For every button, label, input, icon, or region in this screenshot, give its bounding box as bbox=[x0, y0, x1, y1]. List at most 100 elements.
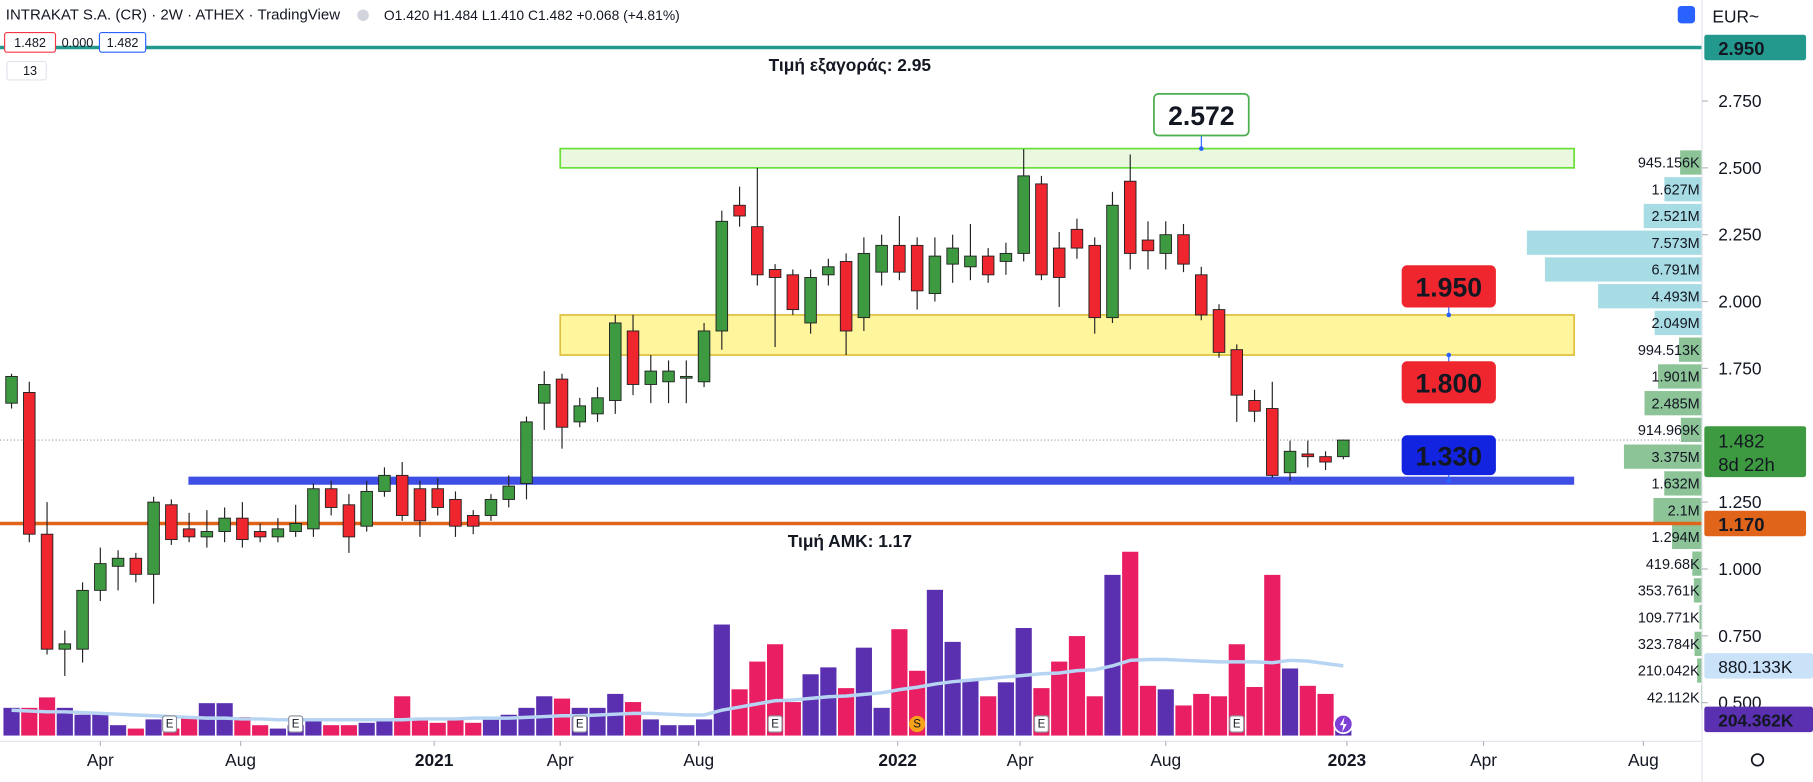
y-tick-label: 2.000 bbox=[1718, 292, 1761, 312]
volume-bar bbox=[411, 719, 429, 736]
y-tick-label: 1.750 bbox=[1718, 358, 1761, 378]
profile-bar bbox=[1598, 284, 1702, 309]
ohlc-values: O1.420 H1.484 L1.410 C1.482 +0.068 (+4.8… bbox=[384, 7, 680, 23]
candle-body bbox=[857, 252, 871, 319]
candle-body bbox=[680, 375, 693, 379]
candle-body bbox=[1035, 183, 1048, 276]
volume-bar bbox=[749, 661, 766, 736]
event-label: E bbox=[1233, 719, 1241, 731]
x-tick-label: 2023 bbox=[1328, 750, 1367, 770]
y-tick-label: 2.250 bbox=[1718, 225, 1761, 245]
event-marker[interactable] bbox=[162, 715, 178, 733]
currency[interactable]: EUR~ bbox=[1712, 6, 1759, 26]
candle-body bbox=[910, 244, 924, 292]
candle-body bbox=[289, 523, 302, 532]
x-tick-label: Apr bbox=[87, 750, 114, 770]
price-line-label-box bbox=[1704, 34, 1807, 61]
event-marker[interactable] bbox=[909, 715, 926, 733]
countdown-label: 8d 22h bbox=[1718, 454, 1775, 475]
volume-bar bbox=[944, 641, 961, 736]
settings-icon[interactable] bbox=[1750, 753, 1765, 767]
event-marker[interactable] bbox=[1033, 715, 1049, 733]
candle-body bbox=[40, 533, 54, 650]
profile-bar bbox=[1526, 230, 1702, 255]
profile-label: 1.901M bbox=[1652, 370, 1700, 386]
candle-body bbox=[1248, 400, 1261, 412]
volume-label-box bbox=[1704, 706, 1813, 733]
candle-body bbox=[502, 485, 515, 500]
profile-bar bbox=[1653, 497, 1702, 523]
price-line-annotation: Τιμή ΑΜΚ: 1.17 bbox=[788, 531, 912, 551]
callout-label: 1.950 bbox=[1416, 273, 1483, 303]
candle-body bbox=[591, 397, 604, 415]
volume-bar bbox=[234, 717, 251, 736]
profile-bar bbox=[1672, 524, 1702, 550]
volume-bar bbox=[447, 719, 464, 736]
candle-body bbox=[733, 204, 746, 217]
candle-body bbox=[1052, 247, 1066, 278]
event-marker[interactable] bbox=[288, 715, 304, 733]
volume-bar bbox=[269, 728, 286, 736]
profile-label: 42.112K bbox=[1647, 690, 1700, 706]
last-price-label: 1.482 bbox=[1718, 431, 1764, 452]
profile-bar bbox=[1697, 658, 1702, 683]
candle-body bbox=[662, 370, 675, 383]
volume-bar bbox=[1104, 574, 1121, 736]
candle-body bbox=[1070, 228, 1084, 249]
profile-bar bbox=[1680, 417, 1702, 443]
volume-bar bbox=[820, 667, 837, 736]
volume-bar bbox=[358, 722, 375, 736]
profile-label: 2.521M bbox=[1652, 209, 1700, 225]
volume-bar bbox=[589, 707, 606, 736]
candle-body bbox=[431, 488, 444, 508]
candle-body bbox=[23, 392, 36, 535]
indicator-box[interactable] bbox=[6, 60, 47, 81]
candle-body bbox=[1283, 450, 1297, 474]
profile-label: 7.573M bbox=[1652, 236, 1700, 252]
badge-box bbox=[98, 31, 147, 53]
volume-bar bbox=[713, 624, 730, 736]
candle-body bbox=[520, 421, 533, 484]
volume-bar bbox=[1122, 551, 1139, 736]
volume-bar bbox=[873, 707, 890, 736]
volume-bar bbox=[56, 707, 73, 736]
volume-bar bbox=[323, 725, 340, 736]
price-line-annotation: Τιμή εξαγοράς: 2.95 bbox=[769, 55, 932, 75]
event-label: E bbox=[576, 719, 584, 731]
event-marker[interactable] bbox=[767, 715, 783, 733]
event-marker[interactable] bbox=[572, 715, 588, 733]
candle-body bbox=[822, 266, 835, 276]
volume-bar bbox=[980, 696, 997, 736]
share-icon[interactable] bbox=[1677, 5, 1696, 24]
volume-bar bbox=[962, 680, 979, 736]
visibility-icon[interactable] bbox=[357, 9, 369, 21]
candle-body bbox=[1141, 239, 1155, 252]
x-tick-label: Aug bbox=[683, 750, 714, 770]
profile-label: 323.784K bbox=[1638, 637, 1700, 653]
event-marker[interactable] bbox=[1229, 715, 1245, 733]
callout-box bbox=[1401, 361, 1496, 404]
candle-body bbox=[964, 255, 977, 268]
candle-body bbox=[484, 498, 498, 516]
volume-bar bbox=[1264, 574, 1281, 736]
callout-anchor bbox=[1446, 312, 1452, 318]
volume-bar bbox=[500, 714, 517, 736]
callout-box bbox=[1401, 435, 1496, 476]
volume-bar bbox=[838, 688, 855, 736]
x-tick-label: Apr bbox=[1470, 750, 1497, 770]
volume-bar bbox=[92, 713, 109, 736]
profile-label: 1.632M bbox=[1652, 477, 1700, 493]
candle-body bbox=[697, 330, 711, 383]
volume-bar bbox=[1281, 668, 1299, 736]
volume-bar bbox=[340, 725, 358, 736]
y-tick-label: 1.000 bbox=[1718, 559, 1761, 579]
candle-body bbox=[1088, 244, 1101, 319]
price-line-label-box bbox=[1704, 510, 1807, 537]
volume-bar bbox=[127, 728, 144, 736]
candle-body bbox=[538, 383, 551, 404]
profile-bar bbox=[1693, 578, 1702, 603]
volume-bar bbox=[1246, 687, 1263, 736]
volume-bar bbox=[997, 682, 1015, 736]
